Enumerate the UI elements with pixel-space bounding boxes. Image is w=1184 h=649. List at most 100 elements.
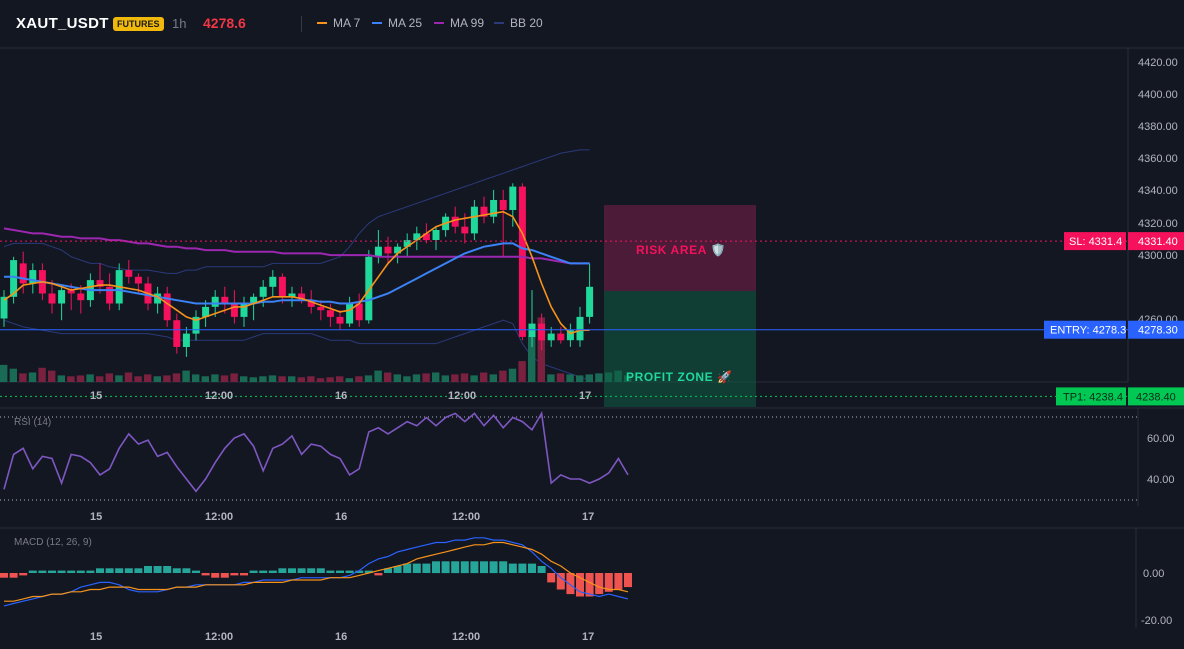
time-label: 17 [579, 390, 591, 402]
volume-bar [451, 374, 459, 382]
candle-body [19, 263, 27, 284]
candle-body [163, 293, 171, 321]
macd-histogram-bar [518, 563, 527, 573]
macd-histogram-bar [28, 570, 37, 573]
price-tick: 4380.00 [1138, 121, 1178, 133]
macd-histogram-bar [499, 561, 508, 574]
candle-body [547, 333, 555, 341]
candle-body [499, 200, 507, 210]
symbol-title[interactable]: XAUT_USDT [16, 15, 109, 32]
candle-body [154, 293, 162, 304]
time-label: 12:00 [205, 631, 233, 643]
macd-histogram-bar [67, 570, 76, 573]
macd-tick: -20.00 [1141, 615, 1172, 627]
volume-bar [585, 374, 593, 382]
macd-histogram-bar [249, 570, 258, 573]
volume-bar [48, 370, 56, 382]
ma25-swatch [372, 22, 382, 24]
profit-zone-label: PROFIT ZONE 🚀 [626, 370, 733, 384]
volume-bar [96, 376, 104, 382]
candle-body [278, 276, 286, 297]
candle-body [432, 230, 440, 240]
time-label: 15 [90, 511, 102, 523]
macd-tick: 0.00 [1143, 568, 1164, 580]
candle-body [259, 286, 267, 297]
candle-body [29, 270, 37, 284]
volume-bar [576, 375, 584, 382]
volume-bar [374, 370, 382, 382]
macd-histogram-bar [547, 573, 556, 583]
volume-bar [192, 374, 200, 382]
macd-histogram-bar [336, 570, 344, 573]
timeframe-label[interactable]: 1h [172, 16, 187, 31]
candle-body [288, 293, 296, 297]
sl-tag-text: SL: 4331.4 [1069, 236, 1122, 248]
macd-histogram-bar [211, 573, 220, 578]
time-label: 15 [90, 390, 102, 402]
macd-histogram-bar [614, 573, 623, 590]
volume-bar [470, 375, 478, 382]
macd-histogram-bar [393, 566, 402, 573]
candle-body [230, 303, 238, 317]
volume-bar [288, 376, 296, 382]
ma7-line [3, 210, 590, 335]
chart-header: XAUT_USDT FUTURES 1h 4278.6 MA 7 MA 25 M… [0, 0, 1184, 48]
volume-bar [499, 370, 507, 382]
candle-body [317, 306, 325, 311]
macd-signal-line [4, 541, 629, 602]
candle-body [509, 186, 517, 210]
volume-bar [364, 375, 373, 382]
candle-body [211, 296, 219, 307]
macd-histogram-bar [566, 573, 575, 595]
candle-body [0, 296, 8, 319]
macd-histogram-bar [19, 573, 28, 576]
volume-bar [9, 368, 17, 382]
macd-histogram-bar [297, 568, 306, 573]
macd-histogram-bar [288, 568, 296, 573]
macd-histogram-bar [96, 568, 104, 573]
legend-ma7[interactable]: MA 7 [317, 16, 360, 30]
volume-bar [172, 373, 181, 382]
tp-axis-bg [1128, 387, 1184, 406]
take-profit-tag[interactable]: TP1: 4238.4 4238.40 [1056, 387, 1184, 406]
candle-body [384, 246, 392, 254]
entry-tag[interactable]: ENTRY: 4278.3 4278.30 [1044, 320, 1184, 339]
volume-bar [326, 377, 334, 383]
rsi-tick: 60.00 [1147, 433, 1175, 445]
volume-bar [105, 373, 113, 382]
header-divider [301, 16, 302, 32]
tp-axis-value: 4238.40 [1136, 391, 1176, 403]
volume-bar [297, 377, 305, 383]
rsi-title: RSI (14) [14, 417, 51, 428]
bb20-swatch [494, 22, 504, 24]
macd-histogram-bar [144, 566, 152, 573]
candle-body [557, 333, 565, 341]
volume-bar [441, 375, 449, 382]
legend-bb20[interactable]: BB 20 [494, 16, 543, 30]
volume-bar [595, 373, 603, 382]
volume-bar [0, 364, 8, 382]
candle-body [566, 330, 574, 341]
rsi-tick: 40.00 [1147, 474, 1175, 486]
stop-loss-tag[interactable]: SL: 4331.4 4331.40 [1064, 232, 1184, 251]
macd-histogram-bar [403, 563, 412, 573]
sl-axis-value: 4331.40 [1138, 236, 1178, 248]
bb-upper-line [3, 149, 590, 274]
macd-histogram-bar [163, 566, 172, 573]
time-label: 12:00 [448, 390, 476, 402]
volume-bar [220, 375, 229, 382]
risk-area-box[interactable] [604, 205, 756, 291]
candle-body [461, 226, 469, 234]
candle-body [490, 200, 498, 217]
macd-histogram-bar [374, 573, 383, 576]
macd-histogram-bar [48, 570, 56, 573]
macd-histogram-bar [489, 561, 498, 574]
macd-histogram-bar [9, 573, 18, 578]
legend-ma99[interactable]: MA 99 [434, 16, 484, 30]
macd-title: MACD (12, 26, 9) [14, 537, 92, 548]
legend-ma25[interactable]: MA 25 [372, 16, 422, 30]
profit-zone-box[interactable] [604, 291, 756, 407]
candle-body [470, 206, 478, 234]
macd-histogram-bar [278, 568, 287, 573]
